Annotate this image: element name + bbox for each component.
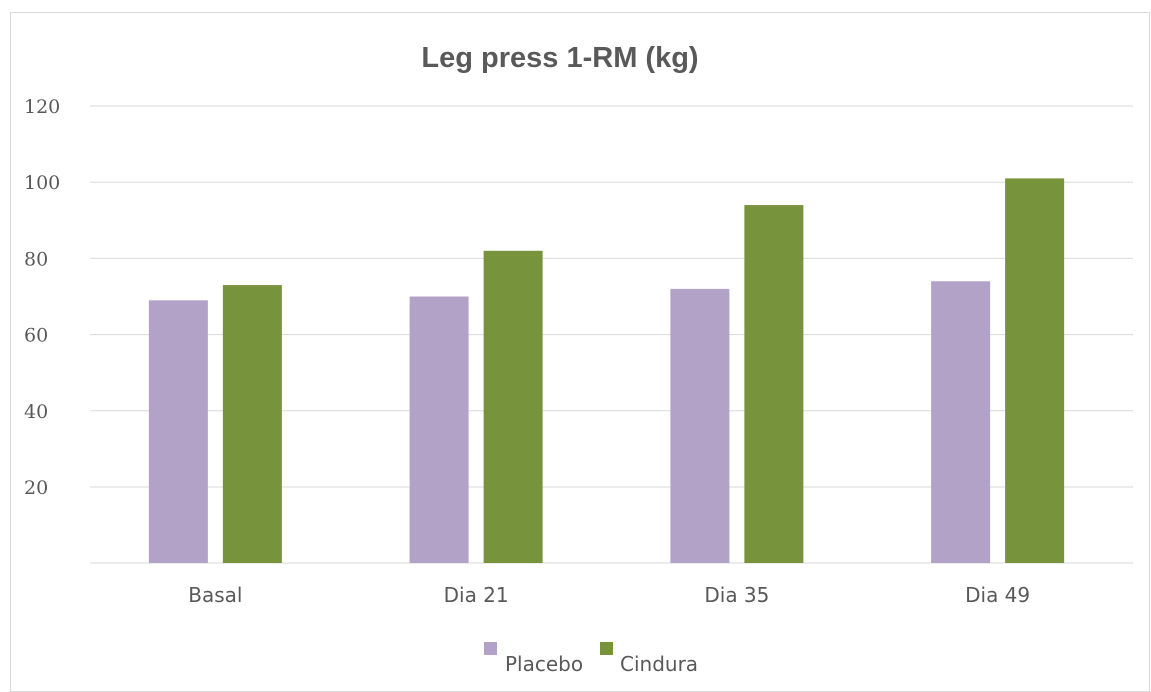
x-tick-label: Dia 49 (965, 583, 1030, 607)
y-tick-label: 120 (24, 96, 60, 118)
bar-cindura-0 (222, 285, 282, 563)
legend-swatch-cindura (600, 642, 613, 655)
chart-title: Leg press 1-RM (kg) (421, 42, 698, 74)
y-tick-label: 40 (24, 401, 48, 423)
x-tick-label: Dia 35 (704, 583, 769, 607)
bar-cindura-3 (1005, 178, 1065, 563)
legend-label-placebo: Placebo (505, 652, 583, 676)
bar-cindura-1 (483, 250, 543, 563)
x-axis-ticks: Basal Dia 21 Dia 35 Dia 49 (188, 583, 1030, 607)
legend-swatch-placebo (484, 642, 497, 655)
y-tick-label: 80 (24, 248, 48, 270)
bar-placebo-3 (931, 281, 991, 563)
legend-label-cindura: Cindura (620, 652, 698, 676)
y-tick-label: 100 (24, 172, 60, 194)
bars (148, 178, 1065, 563)
y-axis-ticks: 20 40 60 80 100 120 (24, 96, 60, 499)
bar-placebo-1 (409, 296, 469, 563)
bar-cindura-2 (744, 205, 804, 563)
y-tick-label: 60 (24, 325, 48, 347)
bar-placebo-2 (670, 288, 730, 563)
x-tick-label: Basal (188, 583, 242, 607)
legend: Placebo Cindura (484, 642, 698, 676)
x-tick-label: Dia 21 (444, 583, 509, 607)
y-tick-label: 20 (24, 477, 48, 499)
bar-placebo-0 (148, 300, 208, 563)
